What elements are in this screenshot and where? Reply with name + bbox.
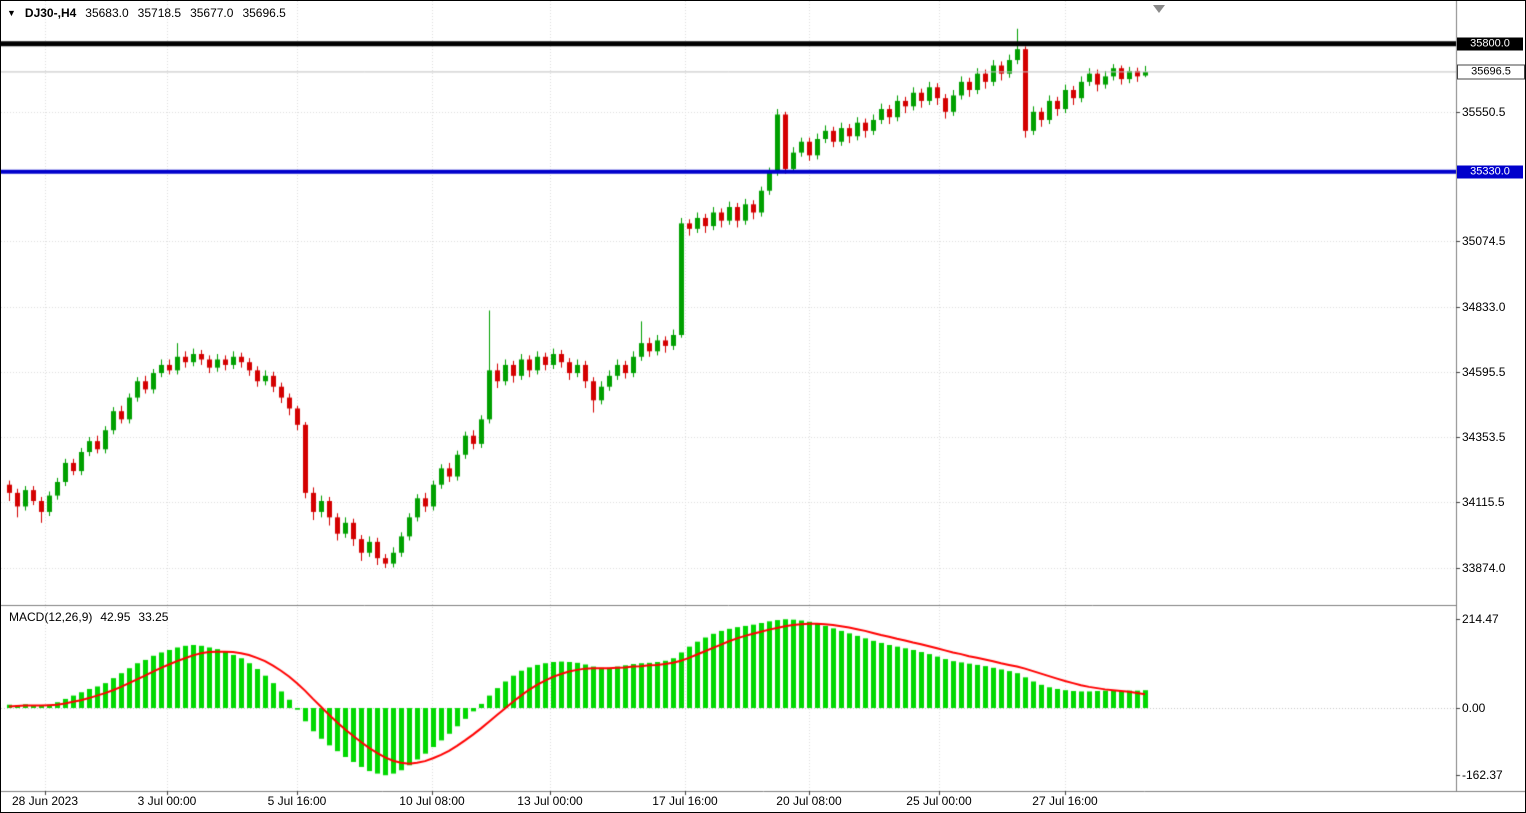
high-value: 35718.5 <box>137 6 182 20</box>
symbol-dropdown-icon[interactable]: ▼ <box>7 7 16 18</box>
open-value: 35683.0 <box>85 6 129 20</box>
macd-main-value: 42.95 <box>100 610 131 624</box>
low-value: 35677.0 <box>190 6 234 20</box>
symbol-period-label: DJ30-,H4 <box>24 6 77 20</box>
autoscroll-marker-icon <box>1153 5 1165 13</box>
close-value: 35696.5 <box>242 6 286 20</box>
macd-title: MACD(12,26,9) <box>9 610 93 624</box>
chart-header: ▼ DJ30-,H4 35683.0 35718.5 35677.0 35696… <box>7 6 286 20</box>
macd-signal-value: 33.25 <box>138 610 169 624</box>
macd-indicator-header: MACD(12,26,9) 42.95 33.25 <box>9 610 168 624</box>
